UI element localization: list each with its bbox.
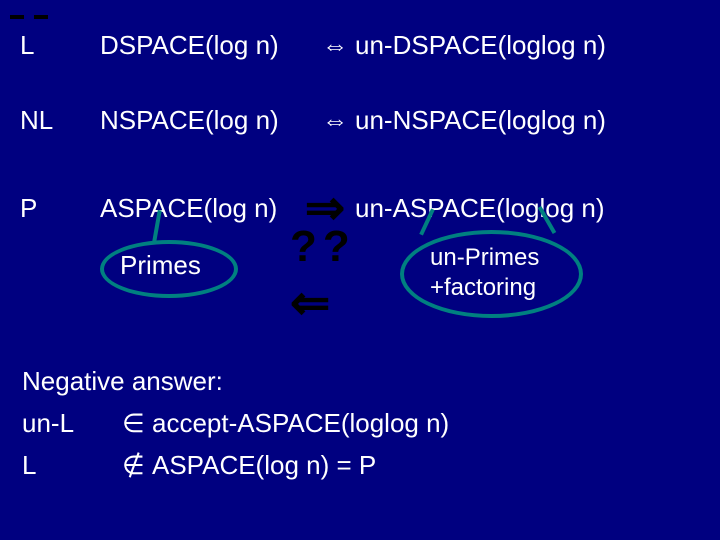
in-icon: ∈ [122, 402, 152, 444]
question-marks: ? ? [290, 222, 350, 272]
neg-title: Negative answer: [22, 360, 449, 402]
neg2-left: L [22, 444, 122, 486]
right-NL: un-NSPACE(loglog n) [355, 105, 606, 136]
unprimes-block: un-Primes +factoring [430, 243, 539, 303]
row-NL: NL NSPACE(log n) ⇔ un-NSPACE(loglog n) [20, 105, 606, 136]
q1: ? [290, 222, 317, 272]
arrow-NL: ⇔ [315, 105, 355, 136]
primes-label: Primes [120, 250, 201, 281]
big-left-arrow-icon: ⇐ [290, 275, 330, 331]
unprimes-line2: +factoring [430, 273, 539, 303]
negative-block: Negative answer: un-L ∈ accept-ASPACE(lo… [22, 360, 449, 486]
unprimes-line1: un-Primes [430, 243, 539, 273]
neg2-right: ASPACE(log n) = P [152, 444, 376, 486]
left-L: DSPACE(log n) [100, 30, 315, 61]
dash-decor [10, 6, 58, 24]
right-L: un-DSPACE(loglog n) [355, 30, 606, 61]
row-L: L DSPACE(log n) ⇔ un-DSPACE(loglog n) [20, 30, 606, 61]
class-L: L [20, 30, 100, 61]
q2: ? [323, 222, 350, 272]
neg1-left: un-L [22, 402, 122, 444]
class-P: P [20, 193, 100, 224]
right-P: un-ASPACE(loglog n) [355, 193, 605, 224]
neg1-right: accept-ASPACE(loglog n) [152, 402, 449, 444]
left-P: ASPACE(log n) [100, 193, 295, 224]
arrow-L: ⇔ [315, 30, 355, 61]
notin-icon: ∉ [122, 444, 152, 486]
left-NL: NSPACE(log n) [100, 105, 315, 136]
class-NL: NL [20, 105, 100, 136]
